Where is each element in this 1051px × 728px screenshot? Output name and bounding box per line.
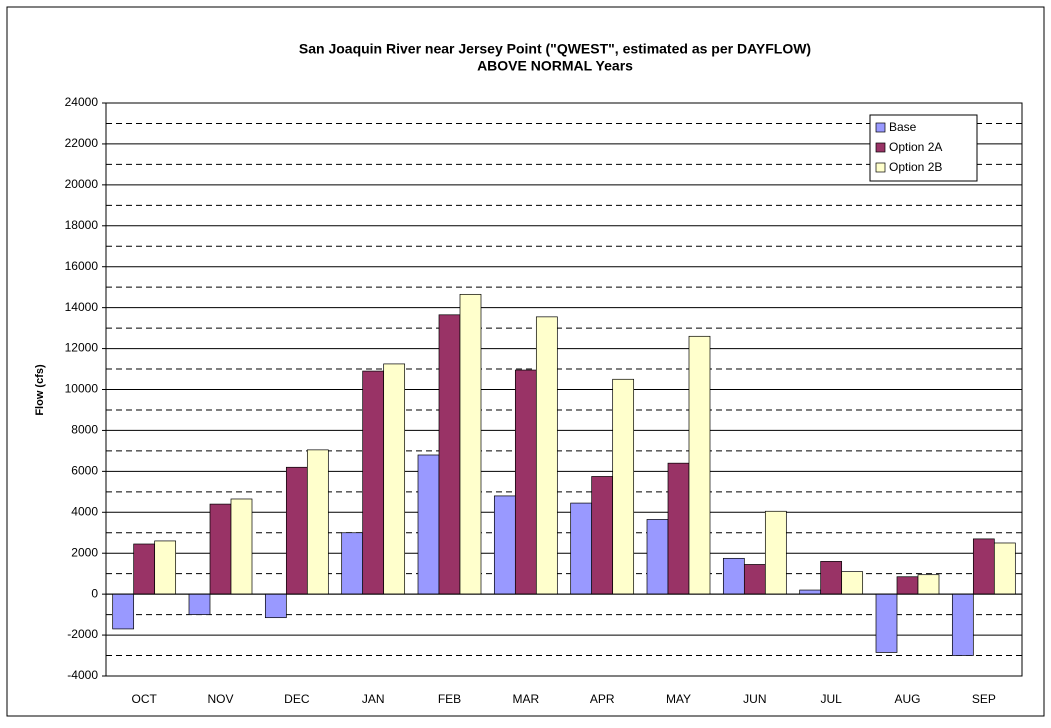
y-tick-label: 10000 [65, 382, 99, 396]
bar [896, 576, 919, 595]
bar [209, 503, 232, 595]
bar [667, 462, 690, 595]
bar [285, 466, 308, 595]
x-tick-label: NOV [207, 692, 233, 706]
bar [438, 314, 461, 595]
y-tick-label: 0 [91, 586, 98, 600]
bar [514, 369, 537, 595]
bar [591, 476, 614, 595]
y-tick-label: -2000 [67, 627, 98, 641]
y-tick-label: 24000 [65, 95, 99, 109]
chart-subtitle: ABOVE NORMAL Years [477, 58, 633, 74]
legend-swatch [875, 142, 886, 153]
bar [743, 564, 766, 595]
chart-title: San Joaquin River near Jersey Point ("QW… [299, 41, 811, 57]
bar [535, 316, 558, 595]
bar [154, 540, 177, 595]
y-tick-label: 8000 [71, 423, 98, 437]
y-tick-label: 16000 [65, 259, 99, 273]
bar [112, 593, 135, 630]
x-tick-label: OCT [131, 692, 157, 706]
bar [612, 378, 635, 595]
bar [646, 519, 669, 595]
bar [341, 532, 364, 595]
x-tick-label: JAN [362, 692, 385, 706]
y-tick-label: 4000 [71, 504, 98, 518]
x-tick-label: MAR [512, 692, 539, 706]
y-axis-label: Flow (cfs) [34, 364, 46, 416]
bar [493, 495, 516, 595]
x-tick-label: SEP [972, 692, 996, 706]
bar [799, 589, 822, 595]
bar [688, 335, 711, 595]
bar [459, 293, 482, 595]
bar [841, 571, 864, 595]
y-tick-label: 6000 [71, 464, 98, 478]
bar [764, 510, 787, 595]
x-tick-label: MAY [666, 692, 691, 706]
bar [820, 561, 843, 595]
x-tick-label: FEB [438, 692, 461, 706]
y-tick-label: 20000 [65, 177, 99, 191]
bar [917, 574, 940, 595]
bar [993, 542, 1016, 595]
bar [306, 449, 329, 595]
legend-swatch [875, 162, 886, 173]
x-tick-label: APR [590, 692, 615, 706]
bar [951, 593, 974, 656]
bar [417, 454, 440, 595]
legend-label: Base [889, 120, 917, 134]
x-tick-label: JUN [743, 692, 766, 706]
y-tick-label: 12000 [65, 341, 99, 355]
bar [362, 370, 385, 595]
legend-label: Option 2A [889, 140, 942, 154]
bar [972, 538, 995, 595]
y-tick-label: 2000 [71, 545, 98, 559]
legend-swatch [875, 122, 886, 133]
x-tick-label: JUL [820, 692, 842, 706]
y-tick-label: 22000 [65, 136, 99, 150]
bar [383, 363, 406, 595]
y-tick-label: 18000 [65, 218, 99, 232]
y-tick-label: 14000 [65, 300, 99, 314]
bar [570, 502, 593, 595]
x-tick-label: DEC [284, 692, 310, 706]
bar [188, 593, 211, 615]
bar [722, 557, 745, 595]
bar [230, 498, 253, 595]
x-tick-label: AUG [894, 692, 920, 706]
bar [264, 593, 287, 619]
bar [133, 543, 156, 595]
y-tick-label: -4000 [67, 668, 98, 682]
bar [875, 593, 898, 653]
legend-label: Option 2B [889, 160, 942, 174]
legend-box [869, 114, 978, 182]
